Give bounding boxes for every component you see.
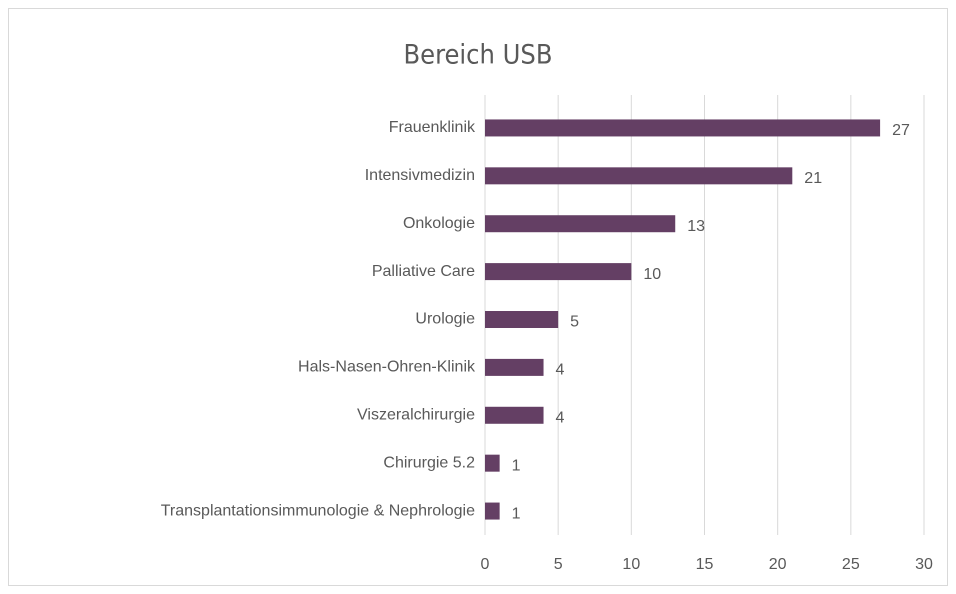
bar bbox=[485, 358, 544, 376]
bar bbox=[485, 502, 500, 520]
data-label: 1 bbox=[512, 457, 521, 474]
x-tick-label: 0 bbox=[481, 556, 490, 573]
y-tick-label: Onkologie bbox=[403, 215, 475, 232]
y-tick-label: Urologie bbox=[415, 311, 475, 328]
x-tick-label: 30 bbox=[915, 556, 933, 573]
x-tick-label: 15 bbox=[696, 556, 714, 573]
data-label: 5 bbox=[570, 314, 579, 331]
data-label: 1 bbox=[512, 505, 521, 522]
x-tick-label: 25 bbox=[842, 556, 860, 573]
bar bbox=[485, 215, 676, 233]
y-tick-label: Chirurgie 5.2 bbox=[383, 454, 475, 471]
y-tick-label: Intensivmedizin bbox=[365, 167, 475, 184]
data-label: 4 bbox=[556, 409, 565, 426]
data-label: 21 bbox=[804, 170, 822, 187]
x-tick-label: 20 bbox=[769, 556, 787, 573]
y-tick-label: Frauenklinik bbox=[389, 119, 476, 136]
bar bbox=[485, 454, 500, 472]
bar bbox=[485, 311, 559, 328]
data-label: 13 bbox=[687, 218, 705, 235]
chart-title: Bereich USB bbox=[403, 40, 552, 71]
x-tick-label: 5 bbox=[554, 556, 563, 573]
data-label: 10 bbox=[643, 266, 661, 283]
bar bbox=[485, 406, 544, 424]
y-tick-label: Transplantationsimmunologie & Nephrologi… bbox=[161, 502, 475, 519]
y-tick-label: Viszeralchirurgie bbox=[357, 406, 475, 423]
y-tick-label: Palliative Care bbox=[372, 263, 475, 280]
data-label: 27 bbox=[892, 122, 910, 139]
chart-border bbox=[8, 8, 948, 586]
bar bbox=[485, 263, 632, 281]
bar bbox=[485, 167, 793, 185]
bar bbox=[485, 119, 881, 137]
y-tick-label: Hals-Nasen-Ohren-Klinik bbox=[298, 359, 476, 376]
data-label: 4 bbox=[556, 362, 565, 379]
x-tick-label: 10 bbox=[622, 556, 640, 573]
